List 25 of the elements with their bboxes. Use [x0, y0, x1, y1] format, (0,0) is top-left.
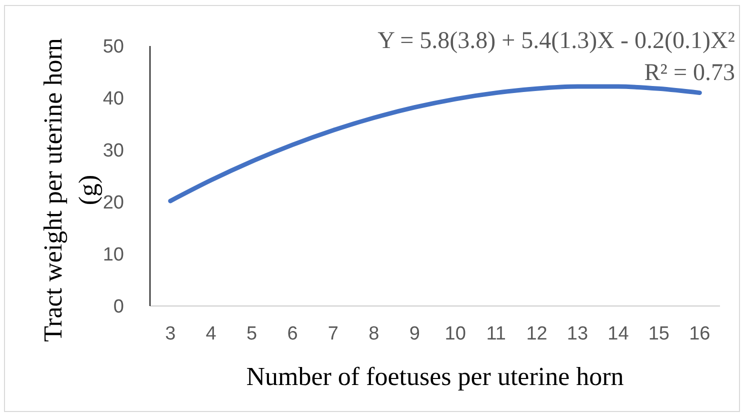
x-tick-label: 13 — [566, 323, 588, 344]
x-tick-label: 8 — [368, 323, 380, 344]
x-tick-label: 12 — [526, 323, 548, 344]
x-tick-label: 14 — [608, 323, 630, 344]
x-tick-label: 3 — [165, 323, 176, 344]
x-tick-label: 11 — [486, 323, 506, 344]
annotation: Y = 5.8(3.8) + 5.4(1.3)X - 0.2(0.1)X² — [378, 28, 735, 54]
y-tick-label: 50 — [102, 36, 124, 58]
x-tick-label: 10 — [444, 323, 466, 344]
annotation: R² = 0.73 — [644, 60, 735, 86]
y-tick-label: 40 — [102, 88, 124, 110]
x-tick-label: 9 — [409, 323, 420, 344]
x-tick-label: 5 — [246, 323, 258, 344]
y-axis-title: Tract weight per uterine horn (g) — [38, 38, 102, 342]
x-tick-label: 15 — [648, 323, 670, 344]
x-tick-label: 6 — [287, 323, 298, 344]
y-tick-label: 10 — [102, 244, 124, 266]
x-tick-label: 16 — [689, 323, 710, 344]
x-tick-label: 7 — [328, 323, 339, 344]
line-series — [168, 84, 702, 204]
x-axis-title: Number of foetuses per uterine horn — [246, 362, 624, 391]
y-tick-label: 0 — [113, 296, 124, 318]
x-tick-label: 4 — [206, 323, 217, 344]
y-tick-label: 30 — [102, 140, 124, 162]
y-tick-label: 20 — [102, 192, 124, 214]
